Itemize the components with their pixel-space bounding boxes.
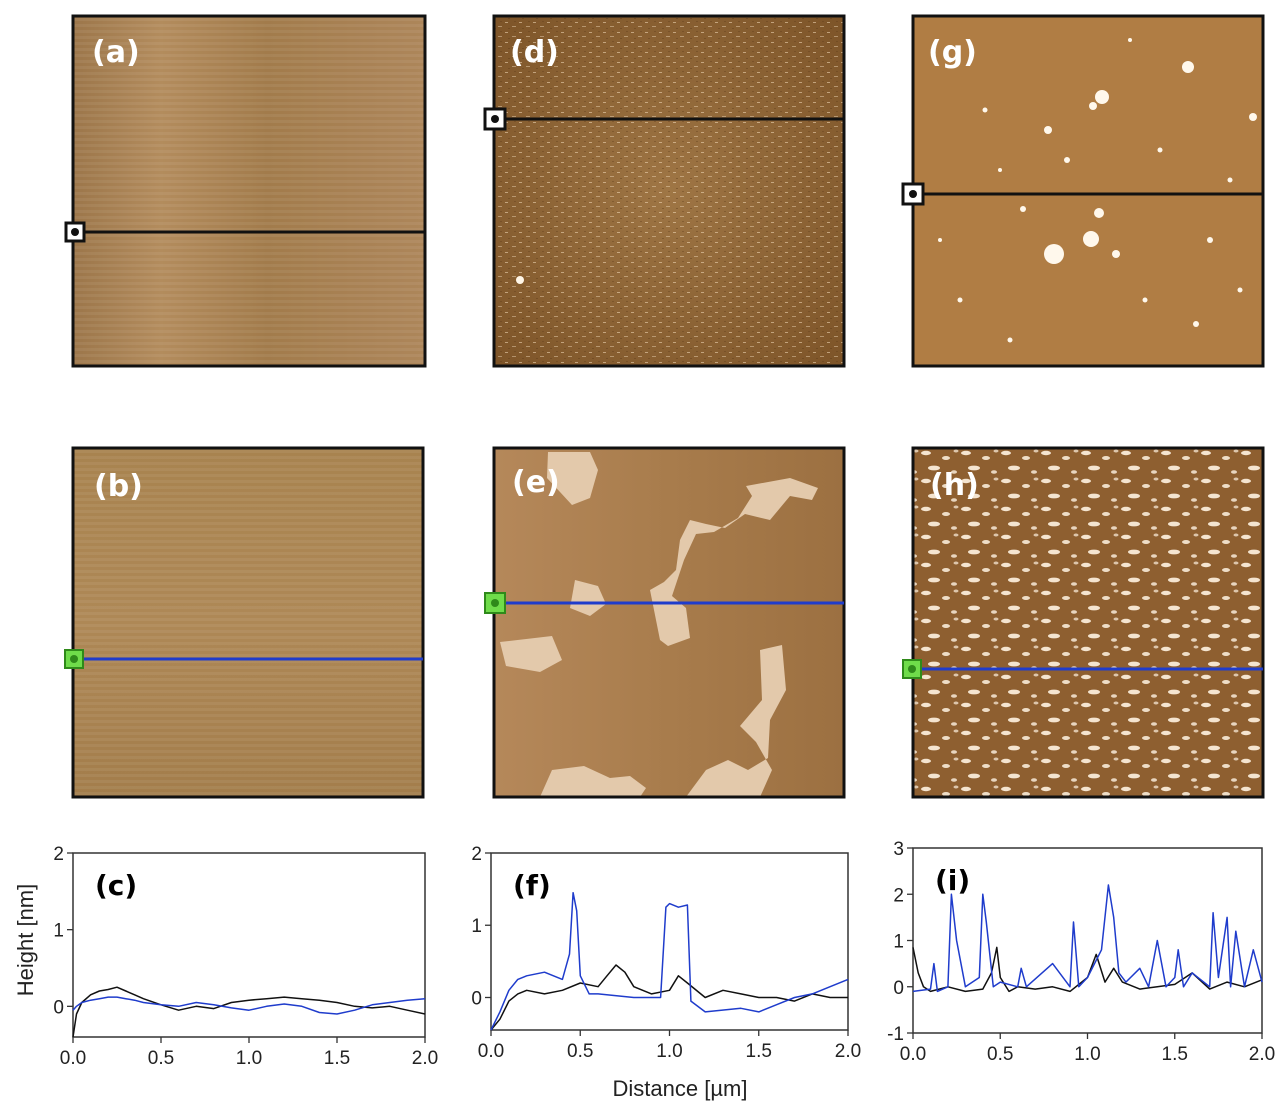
afm-texture-b <box>73 448 423 797</box>
afm-frame-e <box>492 446 846 799</box>
afm-frame-d <box>492 14 846 368</box>
afm-panel-a: (a) <box>64 14 427 368</box>
height-profile-chart-i: 0.0 0.5 1.0 1.5 2.0 3 2 1 0 -1 (i) <box>887 839 1275 1065</box>
y-tick-label: 2 <box>893 885 904 906</box>
x-tick-label: 0.5 <box>148 1048 174 1069</box>
x-tick-label: 0.5 <box>987 1044 1013 1065</box>
afm-texture-d <box>494 16 844 366</box>
y-tick-label: 0 <box>893 978 904 999</box>
y-tick-label: 1 <box>893 932 904 953</box>
x-tick-label: 0.0 <box>60 1048 86 1069</box>
profile-marker-a <box>64 221 86 243</box>
afm-frame-b <box>71 446 425 799</box>
afm-panel-d: (d) <box>483 14 846 368</box>
panel-label-e: (e) <box>512 465 560 500</box>
x-tick-label: 1.0 <box>656 1041 682 1062</box>
y-axis-label: Height [nm] <box>13 884 38 997</box>
afm-texture-a <box>73 16 425 366</box>
profile-marker-h <box>902 659 922 679</box>
panel-label-d: (d) <box>510 35 559 70</box>
chart-panel-label: (c) <box>95 869 137 902</box>
x-tick-label: 1.5 <box>1162 1044 1188 1065</box>
profile-marker-g <box>901 182 925 206</box>
x-tick-label: 0.0 <box>900 1044 926 1065</box>
panel-label-g: (g) <box>928 35 977 70</box>
afm-panel-h: (h) <box>902 446 1265 799</box>
profile-series-before <box>912 946 1263 993</box>
panel-label-b: (b) <box>94 469 143 504</box>
profile-series-before <box>490 964 848 1031</box>
x-tick-label: 1.5 <box>324 1048 350 1069</box>
height-profile-chart-f: 0.0 0.5 1.0 1.5 2.0 2 1 0 (f) <box>471 844 861 1062</box>
profile-series-after <box>490 891 849 1031</box>
y-tick-label: 3 <box>893 839 904 860</box>
x-tick-label: 2.0 <box>835 1041 861 1062</box>
profile-series-before <box>72 986 426 1038</box>
afm-texture-h <box>913 448 1263 797</box>
x-tick-label: 0.0 <box>478 1041 504 1062</box>
chart-panel-label: (i) <box>935 864 970 897</box>
y-tick-label: 2 <box>53 844 64 865</box>
x-tick-label: 0.5 <box>567 1041 593 1062</box>
profile-marker-e <box>484 592 506 614</box>
x-tick-label: 1.5 <box>746 1041 772 1062</box>
y-tick-label: 0 <box>53 997 64 1018</box>
panel-label-h: (h) <box>930 468 979 503</box>
x-tick-label: 2.0 <box>412 1048 438 1069</box>
profile-marker-b <box>64 649 84 669</box>
profile-marker-d <box>483 107 507 131</box>
plot-frame <box>912 847 1263 1034</box>
y-tick-label: -1 <box>887 1024 904 1045</box>
y-tick-label: 2 <box>471 844 482 865</box>
y-tick-label: 1 <box>53 921 64 942</box>
x-tick-label: 1.0 <box>236 1048 262 1069</box>
chart-panel-label: (f) <box>513 869 551 902</box>
profile-series-after <box>912 884 1263 993</box>
height-profile-chart-c: 0.0 0.5 1.0 1.5 2.0 2 1 0 (c) <box>53 844 438 1069</box>
afm-panel-g: (g) <box>901 14 1265 368</box>
afm-particle-d <box>516 276 524 284</box>
afm-frame-h <box>911 446 1265 799</box>
afm-islands-e <box>500 452 818 797</box>
x-axis-label: Distance [µm] <box>613 1076 748 1101</box>
x-tick-label: 1.0 <box>1074 1044 1100 1065</box>
y-tick-label: 1 <box>471 916 482 937</box>
y-tick-label: 0 <box>471 988 482 1009</box>
afm-frame-a <box>71 14 427 368</box>
afm-particles-g <box>938 38 1257 343</box>
panel-label-a: (a) <box>92 35 140 70</box>
afm-panel-b: (b) <box>64 446 425 799</box>
profile-series-after <box>72 996 426 1015</box>
afm-image-g <box>913 16 1263 366</box>
x-tick-label: 2.0 <box>1249 1044 1275 1065</box>
afm-panel-e: (e) <box>484 446 846 799</box>
